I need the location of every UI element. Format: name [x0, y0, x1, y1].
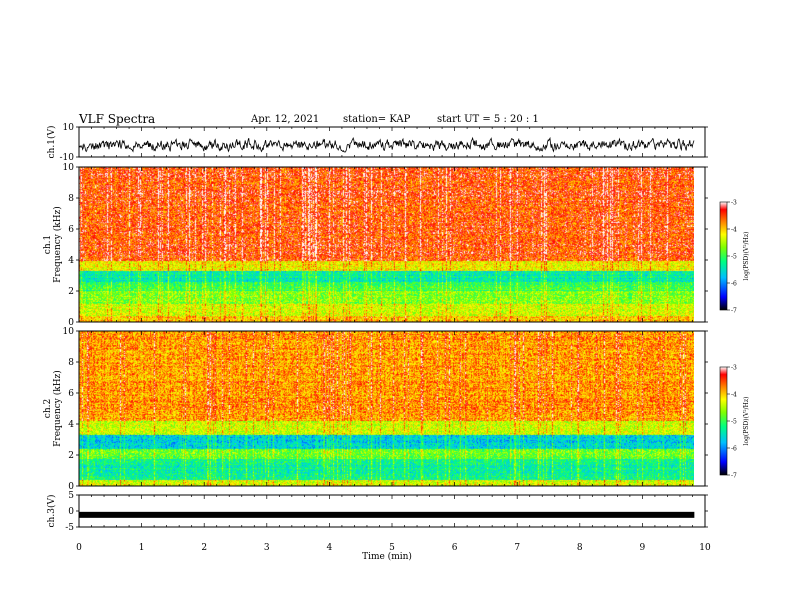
y-tick-label: 2	[68, 451, 74, 461]
y-tick-label: 0	[68, 507, 74, 517]
x-tick-label: 10	[699, 543, 711, 553]
colorbar-2	[719, 366, 728, 476]
y-tick-label: 5	[68, 491, 74, 501]
colorbar-tick-label: -5	[731, 254, 737, 261]
x-tick-label: 6	[452, 543, 458, 553]
colorbar-tick-label: -4	[731, 227, 737, 234]
y-tick-label: 10	[63, 123, 75, 133]
y-tick-label: -5	[65, 523, 74, 533]
start-time-label: start UT = 5 : 20 : 1	[437, 114, 539, 125]
ch1-waveform-line	[78, 136, 695, 153]
y-tick-label: 10	[63, 163, 75, 173]
colorbar-tick-label: -5	[731, 419, 737, 426]
y-tick-label: 2	[68, 287, 74, 297]
colorbar-tick-label: -6	[731, 281, 737, 288]
y-tick-label: 4	[68, 256, 74, 266]
y-tick-label: 8	[68, 194, 74, 204]
figure-title: VLF Spectra	[79, 112, 156, 126]
station-label: station= KAP	[343, 114, 411, 125]
colorbar-label: log(PSD)(V²/Hz)	[743, 397, 750, 446]
x-tick-label: 2	[201, 543, 207, 553]
y-axis-label: ch.2	[43, 399, 53, 418]
x-tick-label: 7	[514, 543, 520, 553]
colorbar-tick-label: -3	[731, 200, 737, 207]
colorbar-1	[719, 201, 728, 311]
y-axis-label: ch.3(V)	[46, 495, 57, 528]
x-tick-label: 8	[577, 543, 583, 553]
y-tick-label: 6	[68, 389, 74, 399]
y-tick-label: 6	[68, 225, 74, 235]
ch2-spectrogram-image	[79, 331, 694, 486]
x-tick-label: 1	[139, 543, 145, 553]
panel-frame-1	[78, 126, 706, 158]
colorbar-tick-label: -7	[731, 473, 737, 480]
colorbar-tick-label: -6	[731, 446, 737, 453]
y-tick-label: 8	[68, 358, 74, 368]
y-axis-label: ch.1(V)	[46, 126, 57, 159]
ch3-waveform-line	[79, 511, 695, 518]
y-tick-label: 0	[68, 482, 74, 492]
x-tick-label: 9	[640, 543, 646, 553]
colorbar-tick-label: -7	[731, 308, 737, 315]
x-tick-label: 4	[327, 543, 333, 553]
y-axis-label: Frequency (kHz)	[52, 370, 63, 447]
ch1-spectrogram-image	[79, 167, 694, 322]
y-tick-label: -10	[60, 153, 75, 163]
y-axis-label: Frequency (kHz)	[52, 206, 63, 283]
x-tick-label: 5	[389, 543, 395, 553]
date-label: Apr. 12, 2021	[251, 114, 320, 125]
y-axis-label: ch.1	[43, 235, 53, 254]
y-tick-label: 0	[68, 318, 74, 328]
y-tick-label: 10	[63, 327, 75, 337]
x-tick-label: 0	[76, 543, 82, 553]
x-axis-label: Time (min)	[362, 551, 412, 562]
colorbar-tick-label: -4	[731, 392, 737, 399]
y-tick-label: 4	[68, 420, 74, 430]
colorbar-tick-label: -3	[731, 365, 737, 372]
colorbar-label: log(PSD)(V²/Hz)	[743, 232, 750, 281]
panel-frame-4	[78, 494, 706, 528]
x-tick-label: 3	[264, 543, 270, 553]
